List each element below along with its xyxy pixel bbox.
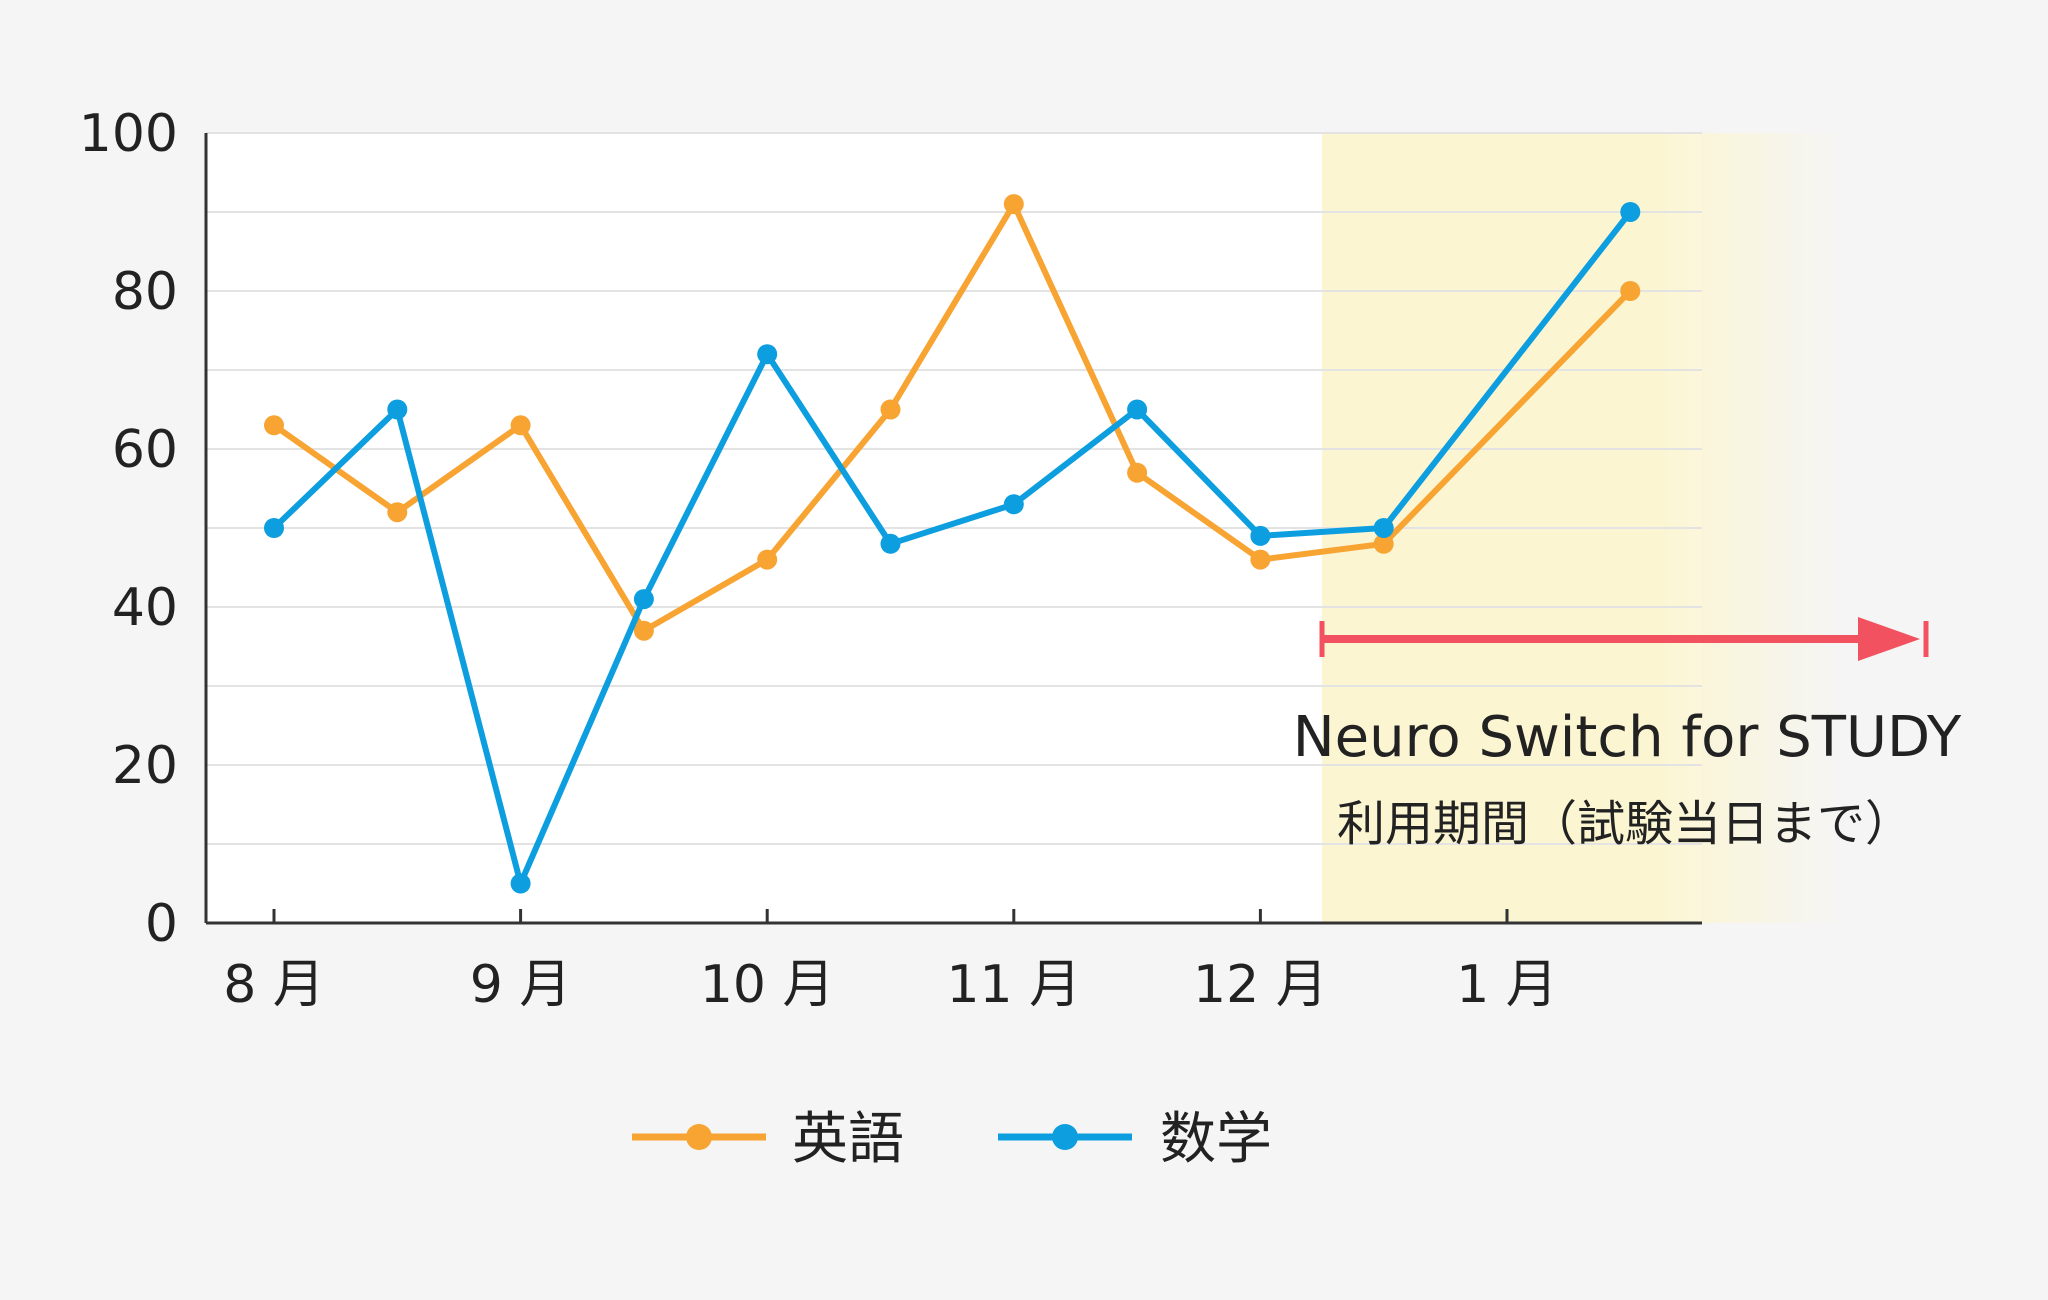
x-tick-label: 8 月: [223, 955, 325, 1015]
data-point: [1373, 533, 1394, 554]
legend-swatch-marker: [1052, 1124, 1078, 1150]
data-point: [387, 399, 408, 420]
legend-item-english: 英語: [632, 1107, 904, 1172]
y-tick-label: 100: [79, 104, 178, 164]
legend-label-english: 英語: [792, 1107, 904, 1172]
series-english: [264, 194, 1641, 641]
data-point: [264, 518, 284, 538]
data-point: [757, 549, 778, 570]
data-point: [1620, 281, 1641, 301]
legend-item-math: 数学: [998, 1107, 1272, 1172]
series-layer: [264, 194, 1641, 894]
data-point: [264, 415, 284, 436]
data-point: [1127, 462, 1148, 483]
y-tick-label: 20: [112, 736, 178, 796]
annotation-line-2: 利用期間（試験当日まで）: [1337, 796, 1913, 852]
x-tick-label: 11 月: [946, 955, 1081, 1015]
y-tick-label: 0: [145, 894, 178, 954]
y-tick-label: 40: [112, 578, 178, 638]
x-tick-label: 10 月: [700, 955, 835, 1015]
series-math: [264, 202, 1641, 894]
x-tick-labels: 8 月 9 月 10 月 11 月 12 月 1 月: [223, 955, 1558, 1015]
annotation-line-1: Neuro Switch for STUDY: [1293, 705, 1962, 770]
data-point: [1127, 399, 1148, 420]
y-tick-labels: 0 20 40 60 80 100: [79, 104, 178, 954]
y-tick-label: 80: [112, 262, 178, 322]
data-point: [510, 415, 531, 436]
x-tick-label: 12 月: [1193, 955, 1328, 1015]
grid-lines: [206, 132, 1702, 845]
x-tick-marks: [272, 909, 1509, 923]
usage-period-arrow: [1319, 617, 1929, 661]
data-point: [633, 620, 654, 641]
x-tick-label: 1 月: [1456, 955, 1558, 1015]
legend-label-math: 数学: [1160, 1107, 1272, 1172]
legend-swatch-marker: [686, 1124, 712, 1150]
x-tick-label: 9 月: [470, 955, 572, 1015]
data-point: [1250, 549, 1271, 570]
data-point: [1003, 194, 1024, 215]
data-point: [1003, 494, 1024, 515]
data-point: [633, 589, 654, 610]
data-point: [880, 533, 901, 554]
y-tick-label: 60: [112, 420, 178, 480]
data-point: [387, 502, 408, 523]
arrow-head: [1858, 617, 1920, 661]
data-point: [757, 344, 778, 365]
legend: 英語 数学: [632, 1107, 1272, 1172]
data-point: [510, 873, 531, 894]
data-point: [1373, 518, 1394, 538]
data-point: [1620, 202, 1641, 222]
data-point: [1250, 525, 1271, 546]
data-point: [880, 399, 901, 420]
